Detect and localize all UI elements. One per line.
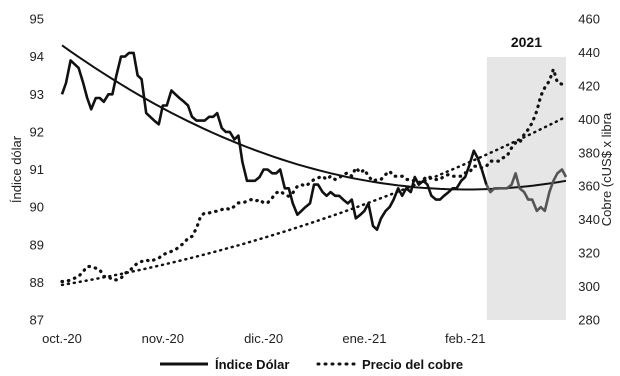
series-line-indice-dolar xyxy=(60,51,488,231)
y-left-tick-label: 91 xyxy=(30,162,44,177)
shaded-region-label: 2021 xyxy=(511,34,542,50)
series-line-indice-dolar-2021 xyxy=(485,168,568,213)
y-right-tick-label: 320 xyxy=(578,246,600,261)
y-right-axis-title: Cobre (cUS$ x libra xyxy=(599,112,614,226)
y-right-tick-label: 400 xyxy=(578,112,600,127)
y-left-tick-label: 94 xyxy=(30,49,44,64)
y-right-tick-label: 300 xyxy=(578,279,600,294)
y-left-tick-label: 89 xyxy=(30,237,44,252)
y-left-axis-title: Índice dólar xyxy=(9,135,24,203)
x-tick-label: ene.-21 xyxy=(342,331,386,346)
y-left-axis: 87 88 89 90 91 92 93 94 95 xyxy=(30,12,44,328)
legend: Índice Dólar Precio del cobre xyxy=(160,357,463,372)
y-right-tick-label: 360 xyxy=(578,179,600,194)
plot-area xyxy=(60,44,568,287)
y-right-tick-label: 380 xyxy=(578,145,600,160)
y-left-tick-label: 87 xyxy=(30,313,44,328)
y-right-tick-label: 460 xyxy=(578,12,600,27)
x-tick-label: oct.-20 xyxy=(42,331,82,346)
x-tick-label: nov.-20 xyxy=(142,331,184,346)
legend-label-precio-cobre: Precio del cobre xyxy=(362,357,463,372)
trendline-indice-dolar xyxy=(61,44,567,191)
trendline-precio-cobre xyxy=(60,115,568,287)
y-left-tick-label: 93 xyxy=(30,87,44,102)
legend-label-indice-dolar: Índice Dólar xyxy=(215,357,289,372)
y-left-tick-label: 88 xyxy=(30,275,44,290)
x-tick-label: feb.-21 xyxy=(445,331,485,346)
y-left-tick-label: 90 xyxy=(30,200,44,215)
x-axis: oct.-20 nov.-20 dic.-20 ene.-21 feb.-21 xyxy=(42,331,485,346)
y-left-tick-label: 95 xyxy=(30,12,44,27)
y-left-tick-label: 92 xyxy=(30,124,44,139)
y-right-axis: 280 300 320 340 360 380 400 420 440 460 xyxy=(578,12,600,328)
y-right-tick-label: 340 xyxy=(578,212,600,227)
y-right-tick-label: 420 xyxy=(578,78,600,93)
y-right-tick-label: 280 xyxy=(578,313,600,328)
x-tick-label: dic.-20 xyxy=(244,331,283,346)
y-right-tick-label: 440 xyxy=(578,45,600,60)
